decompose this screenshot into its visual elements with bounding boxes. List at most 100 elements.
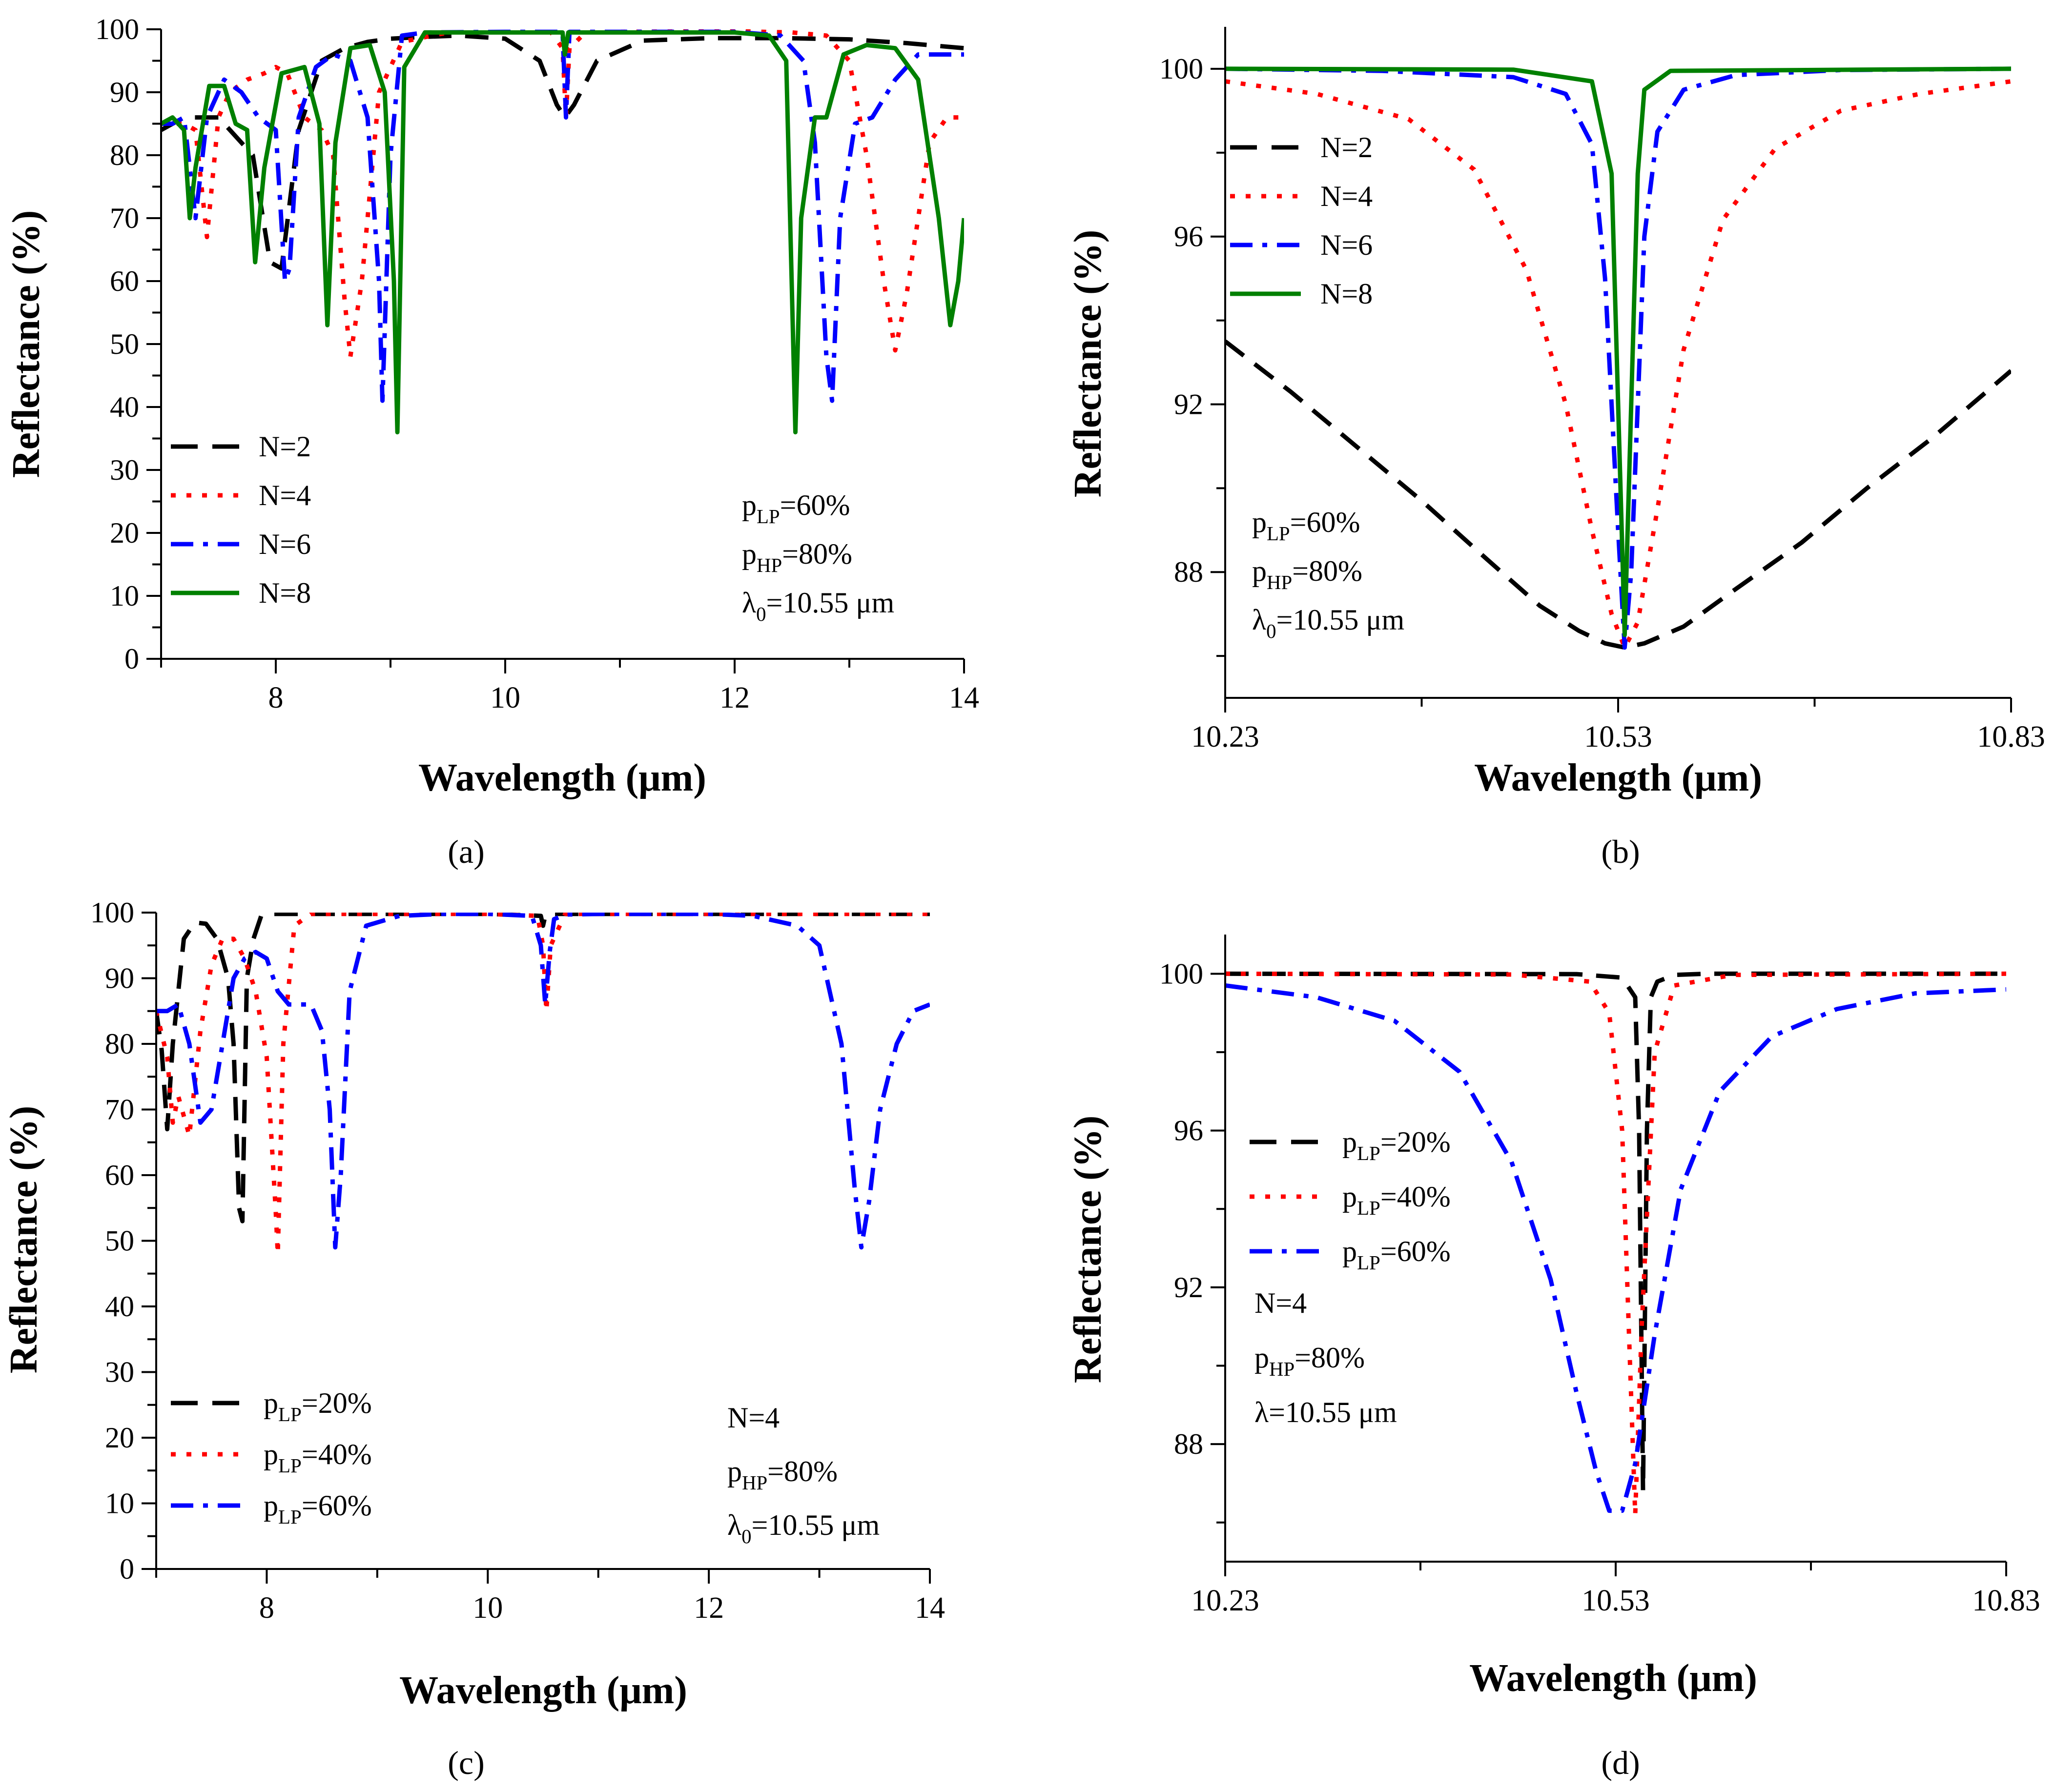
annotation-text-base: p — [727, 1455, 742, 1487]
series-line-plp-20- — [156, 913, 930, 1223]
legend-label-rest: =20% — [1380, 1126, 1451, 1158]
legend-label-sub: LP — [278, 1454, 302, 1477]
legend-label: pLP=20% — [1342, 1126, 1451, 1164]
legend-label-prefix: p — [264, 1489, 278, 1522]
legend-label-rest: =60% — [302, 1489, 372, 1522]
y-tick-label: 100 — [1159, 53, 1203, 85]
chart-panel-c: 8 10 12 14 0 10 20 30 40 50 60 70 80 90 100 Wavelength … — [2, 896, 945, 1781]
y-axis-title: Reflectance (%) — [1067, 1116, 1110, 1384]
legend-label-sub: LP — [278, 1506, 302, 1528]
chart-panel-b: 10.23 10.53 10.83 88 92 96 100 Wavelength (μm) R… — [1067, 27, 2045, 870]
y-tick-label: 80 — [105, 1028, 134, 1060]
annotation-text-rest: =10.55 μm — [1276, 604, 1405, 636]
series-line-n-8 — [1225, 66, 2011, 637]
annotation-text-base: p — [742, 489, 757, 521]
annotation-text-rest: =60% — [780, 489, 850, 521]
legend-label: N=6 — [1320, 229, 1373, 261]
annotation-text-base: p — [1252, 506, 1267, 538]
x-axis-title: Wavelength (μm) — [399, 1669, 687, 1712]
chart-panel-d: 10.23 10.53 10.83 88 92 96 100 Wavelength (μm) R… — [1067, 935, 2040, 1781]
legend-label: pLP=60% — [264, 1489, 372, 1528]
x-axis-title: Wavelength (μm) — [1469, 1657, 1757, 1700]
annotation-text-base: λ=10.55 μm — [1254, 1396, 1397, 1428]
y-tick-label: 100 — [95, 13, 139, 45]
panel-caption: (d) — [1601, 1744, 1640, 1781]
series-line-n-6 — [161, 29, 964, 403]
legend-label-prefix: p — [264, 1387, 278, 1419]
y-tick-label: 90 — [105, 962, 134, 995]
x-tick-label: 8 — [259, 1591, 274, 1625]
series-line-plp-40- — [156, 913, 930, 1256]
annotation-text: λ0=10.55 μm — [727, 1509, 880, 1548]
legend-label: N=8 — [259, 577, 311, 609]
panel-caption: (c) — [448, 1744, 484, 1781]
series-line-n-8 — [161, 30, 964, 435]
annotation-text-base: λ — [1252, 604, 1266, 636]
annotation-text-sub: 0 — [741, 1526, 751, 1548]
x-tick-label: 10 — [490, 681, 520, 714]
y-tick-label: 60 — [105, 1159, 134, 1191]
annotation-text-sub: HP — [742, 1472, 767, 1494]
y-tick-label: 10 — [110, 580, 139, 612]
y-tick-label: 70 — [110, 202, 139, 234]
x-tick-label: 12 — [694, 1591, 724, 1625]
y-tick-label: 92 — [1174, 1271, 1203, 1303]
annotation-text: pLP=60% — [742, 489, 850, 528]
legend-label-rest: =20% — [302, 1387, 372, 1419]
y-tick-label: 40 — [105, 1290, 134, 1323]
panel-caption: (a) — [448, 833, 484, 870]
annotation-text-sub: 0 — [1266, 620, 1276, 642]
chart-panel-a: 8 10 12 14 0 10 20 30 40 50 60 70 80 90 100 Wavelength … — [5, 13, 979, 870]
x-axis-title: Wavelength (μm) — [1474, 756, 1762, 799]
y-tick-label: 60 — [110, 265, 139, 297]
y-tick-label: 30 — [105, 1356, 134, 1388]
annotation-text-base: p — [742, 538, 757, 570]
annotation-text-base: λ — [742, 587, 756, 619]
legend-label: N=4 — [259, 479, 311, 511]
annotation-text-base: λ — [727, 1509, 741, 1541]
annotation-text-rest: =80% — [1295, 1342, 1365, 1374]
annotation-text: pHP=80% — [727, 1455, 838, 1494]
x-tick-label: 10 — [473, 1591, 503, 1625]
legend-label: pLP=40% — [1342, 1181, 1451, 1219]
y-tick-label: 100 — [1159, 957, 1203, 990]
legend-label: N=8 — [1320, 278, 1373, 310]
annotation-text-sub: 0 — [756, 603, 766, 625]
legend-label-rest: =40% — [302, 1438, 372, 1470]
annotation-text-sub: HP — [1269, 1358, 1295, 1380]
annotation-text-rest: =10.55 μm — [766, 587, 895, 619]
legend-label-sub: LP — [278, 1403, 302, 1425]
x-tick-label: 12 — [719, 681, 750, 714]
series-line-n-4 — [161, 29, 964, 359]
y-tick-label: 88 — [1174, 556, 1203, 588]
legend-label: pLP=40% — [264, 1438, 372, 1477]
annotation-text-base: p — [1252, 555, 1267, 587]
legend-label: N=4 — [1320, 180, 1373, 212]
y-tick-label: 30 — [110, 454, 139, 486]
legend-label-sub: LP — [1357, 1197, 1380, 1219]
legend-label: N=2 — [259, 430, 311, 463]
annotation-text: λ=10.55 μm — [1254, 1396, 1397, 1428]
x-axis-title: Wavelength (μm) — [418, 756, 706, 799]
annotation-text: pLP=60% — [1252, 506, 1360, 545]
legend-label-prefix: p — [1342, 1126, 1357, 1158]
y-axis-title: Reflectance (%) — [1067, 230, 1110, 498]
annotation-text: pHP=80% — [1252, 555, 1362, 593]
y-tick-label: 20 — [105, 1422, 134, 1454]
y-axis-title: Reflectance (%) — [5, 210, 48, 478]
annotation-text: pHP=80% — [742, 538, 852, 576]
series-line-n-4 — [1225, 79, 2011, 650]
annotation-text-sub: HP — [757, 554, 782, 576]
y-tick-label: 70 — [105, 1094, 134, 1126]
x-tick-label: 8 — [268, 681, 284, 714]
annotation-text: λ0=10.55 μm — [1252, 604, 1404, 642]
panel-caption: (b) — [1601, 833, 1640, 870]
y-tick-label: 96 — [1174, 1115, 1203, 1147]
annotation-text-rest: =60% — [1290, 506, 1360, 538]
y-tick-label: 90 — [110, 76, 139, 108]
legend-label-prefix: p — [264, 1438, 278, 1470]
annotation-text-rest: =80% — [782, 538, 852, 570]
legend-label-sub: LP — [1357, 1251, 1380, 1274]
y-tick-label: 20 — [110, 517, 139, 549]
annotation-text-rest: =80% — [1292, 555, 1362, 587]
